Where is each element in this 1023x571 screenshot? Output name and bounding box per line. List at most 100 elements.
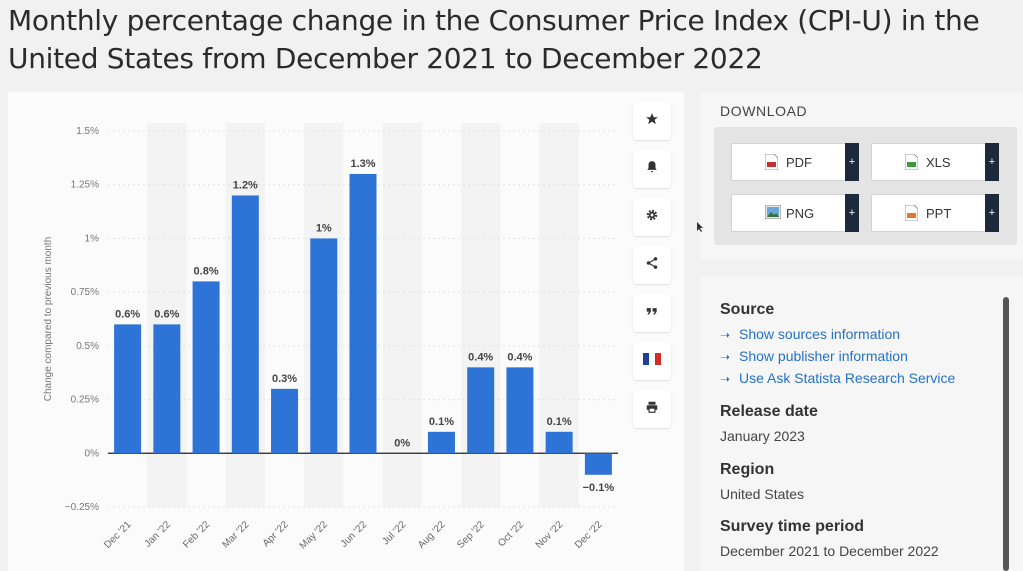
data-label: 0.1% <box>547 416 572 428</box>
data-label: 0.4% <box>507 351 532 363</box>
ppt-options-toggle[interactable]: + <box>985 194 999 232</box>
x-tick-label: Nov '22 <box>534 519 566 551</box>
pdf-options-toggle[interactable]: + <box>845 143 859 181</box>
info-scrollbar[interactable] <box>1003 297 1009 571</box>
x-tick-label: Jan '22 <box>143 519 174 550</box>
data-label: 0% <box>394 437 410 449</box>
bar <box>584 453 612 475</box>
download-ppt-button[interactable]: PPT + <box>871 194 999 232</box>
x-tick-label: Mar '22 <box>220 519 251 550</box>
download-pdf-label: PDF <box>786 154 812 170</box>
bar <box>467 367 495 454</box>
data-label: 0.6% <box>115 308 140 320</box>
arrow-right-icon: ➝ <box>720 328 731 342</box>
source-heading: Source <box>720 301 775 318</box>
x-tick-label: Oct '22 <box>496 519 526 549</box>
download-title: DOWNLOAD <box>720 103 808 119</box>
y-tick-label: 0.25% <box>71 395 99 406</box>
data-label: 1.3% <box>350 158 375 170</box>
data-label: 0.4% <box>468 351 493 363</box>
download-png-button[interactable]: PNG + <box>731 194 859 232</box>
gear-icon <box>645 208 659 227</box>
release-date-value: January 2023 <box>720 428 805 444</box>
xls-file-icon <box>904 153 919 171</box>
survey-period-value: December 2021 to December 2022 <box>720 543 939 559</box>
x-tick-label: May '22 <box>298 519 331 552</box>
region-value: United States <box>720 486 805 502</box>
download-xls-button[interactable]: XLS + <box>871 143 999 181</box>
column-band <box>382 123 422 507</box>
x-tick-label: Sep '22 <box>455 519 487 551</box>
show-sources-link[interactable]: ➝ Show sources information <box>720 326 900 342</box>
notification-button[interactable] <box>633 150 671 188</box>
download-ppt-label: PPT <box>926 205 952 221</box>
download-pdf-button[interactable]: PDF + <box>731 143 859 181</box>
download-png-label: PNG <box>786 205 815 221</box>
page-title: Monthly percentage change in the Consume… <box>8 4 980 75</box>
data-label: 0.6% <box>154 308 179 320</box>
bar <box>153 324 181 454</box>
region-heading: Region <box>720 461 775 478</box>
y-tick-label: 0.75% <box>71 287 99 298</box>
data-label: 0.1% <box>429 416 454 428</box>
data-label: 0.3% <box>272 373 297 385</box>
png-file-icon <box>764 204 782 221</box>
x-tick-label: Jul '22 <box>380 519 408 547</box>
info-panel: Source ➝ Show sources information ➝ Show p… <box>700 275 1023 571</box>
y-tick-label: 1.25% <box>71 180 99 191</box>
share-icon <box>645 256 659 275</box>
french-flag-icon <box>643 352 661 370</box>
show-sources-label: Show sources information <box>739 326 901 342</box>
y-tick-label: 1% <box>85 233 100 244</box>
data-label: 1.2% <box>233 179 258 191</box>
y-tick-label: −0.25% <box>65 502 99 513</box>
bar <box>231 195 259 454</box>
bar <box>114 324 142 454</box>
x-tick-label: Feb '22 <box>181 519 212 550</box>
png-options-toggle[interactable]: + <box>845 194 859 232</box>
data-label: 1% <box>316 222 332 234</box>
star-icon <box>645 112 659 131</box>
ask-statista-link[interactable]: ➝ Use Ask Statista Research Service <box>720 370 955 386</box>
download-xls-label: XLS <box>926 154 951 170</box>
settings-button[interactable] <box>633 198 671 236</box>
share-button[interactable] <box>633 246 671 284</box>
ask-statista-label: Use Ask Statista Research Service <box>739 370 956 386</box>
bar <box>506 367 534 454</box>
bar <box>271 388 299 454</box>
print-button[interactable] <box>633 390 671 428</box>
print-icon <box>645 400 659 419</box>
bar-chart: −0.25% 0% 0.25% 0.5% 0.75% 1% 1.25% 1.5% Change … <box>43 123 618 552</box>
quote-icon <box>645 304 659 323</box>
pdf-file-icon <box>764 153 779 171</box>
download-options: PDF + XLS + PNG + PPT + <box>714 127 1017 245</box>
arrow-right-icon: ➝ <box>720 372 731 386</box>
xls-options-toggle[interactable]: + <box>985 143 999 181</box>
language-button[interactable] <box>633 342 671 380</box>
x-tick-label: Aug '22 <box>416 519 448 551</box>
ppt-file-icon <box>904 204 919 222</box>
bell-icon <box>645 160 659 179</box>
chart-card: −0.25% 0% 0.25% 0.5% 0.75% 1% 1.25% 1.5% Change … <box>8 92 684 571</box>
release-date-heading: Release date <box>720 403 818 420</box>
x-tick-label: Dec '21 <box>102 519 134 551</box>
chart-toolbar <box>633 102 675 438</box>
download-panel: DOWNLOAD PDF + XLS + PNG + PPT + <box>700 92 1023 260</box>
x-tick-label: Apr '22 <box>261 519 291 549</box>
x-tick-label: Dec '22 <box>573 519 605 551</box>
favorite-button[interactable] <box>633 102 671 140</box>
bar <box>427 431 455 454</box>
show-publisher-link[interactable]: ➝ Show publisher information <box>720 348 908 364</box>
bar <box>545 431 573 454</box>
arrow-right-icon: ➝ <box>720 350 731 364</box>
x-tick-label: Jun '22 <box>339 519 370 550</box>
data-label: 0.8% <box>194 265 219 277</box>
show-publisher-label: Show publisher information <box>739 348 908 364</box>
mouse-cursor-icon <box>697 222 703 232</box>
cite-button[interactable] <box>633 294 671 332</box>
survey-period-heading: Survey time period <box>720 518 865 535</box>
data-label: −0.1% <box>583 482 615 494</box>
y-axis-label: Change compared to previous month <box>43 237 54 402</box>
bar <box>349 173 377 454</box>
bar <box>192 281 220 454</box>
